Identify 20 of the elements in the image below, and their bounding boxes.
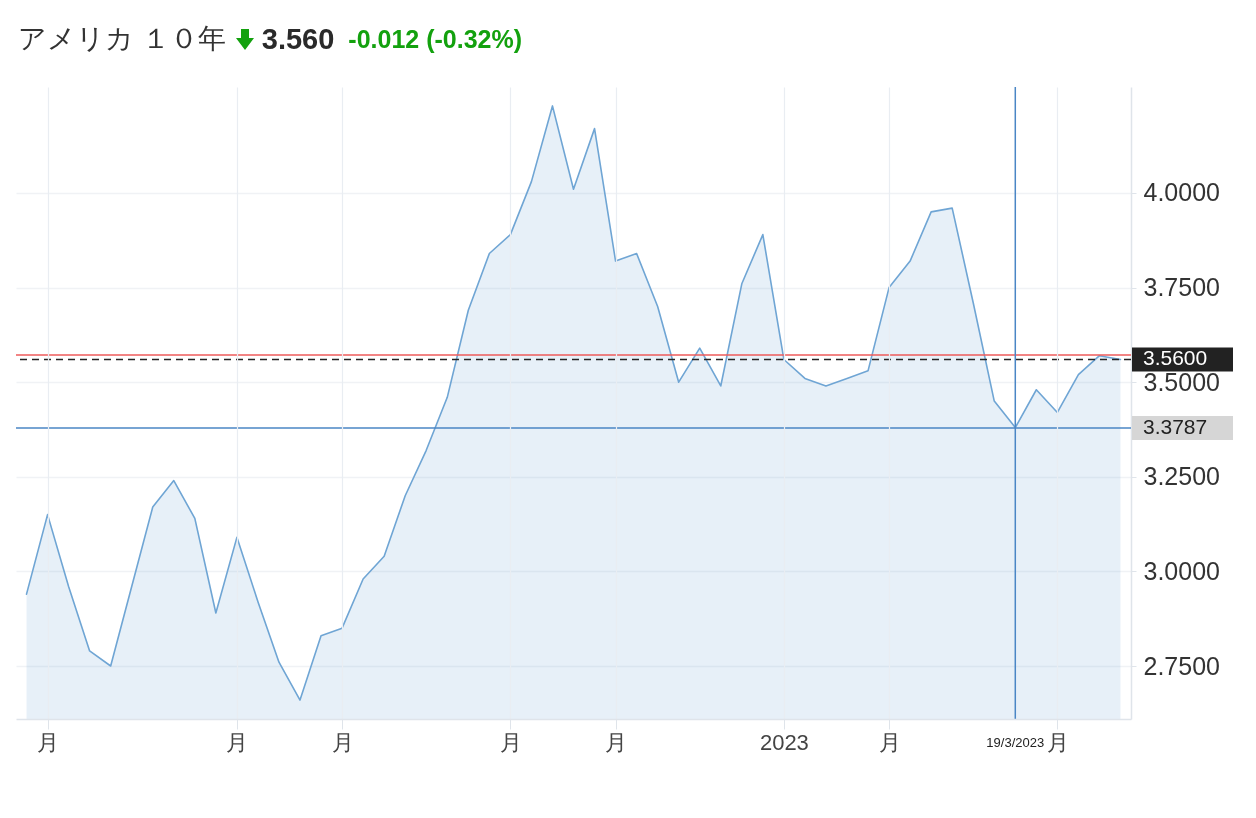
x-tick-label: 月 xyxy=(605,729,628,755)
y-tick-label: 3.2500 xyxy=(1143,462,1220,491)
y-tick-label: 3.5000 xyxy=(1143,367,1220,396)
y-tick-label: 4.0000 xyxy=(1143,178,1220,207)
x-tick-label: 2023 xyxy=(759,729,809,755)
chart-title: アメリカ １０年 xyxy=(18,22,226,56)
ref-line-label: 3.5600 xyxy=(1143,346,1208,370)
text: 3.560 xyxy=(261,22,335,56)
y-tick-label: 2.7500 xyxy=(1143,651,1220,680)
y-tick-label: 3.7500 xyxy=(1143,273,1220,302)
x-tick-label: 月 xyxy=(499,729,522,755)
x-tick-label: 19/3/2023 xyxy=(986,735,1045,750)
text: -0.012 (-0.32%) xyxy=(348,24,523,54)
x-tick-label: 月 xyxy=(226,729,249,755)
x-tick-label: 月 xyxy=(1046,729,1069,755)
ref-line-label: 3.3787 xyxy=(1143,415,1208,439)
x-tick-label: 月 xyxy=(878,729,901,755)
y-tick-label: 3.0000 xyxy=(1143,556,1220,585)
x-tick-label: 月 xyxy=(331,729,354,755)
x-tick-label: 月 xyxy=(37,729,60,755)
